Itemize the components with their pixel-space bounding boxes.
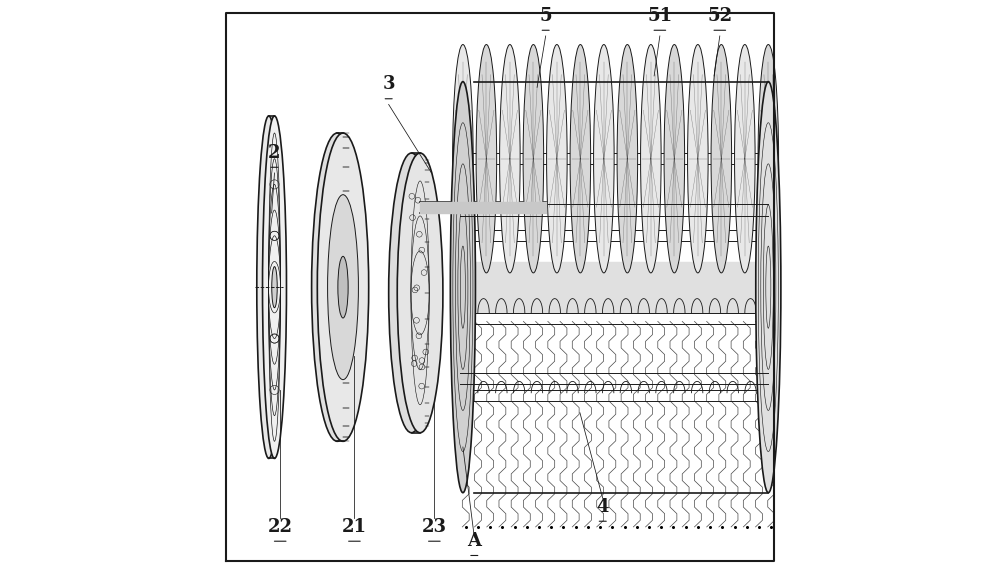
- Ellipse shape: [617, 45, 638, 273]
- Text: 23: 23: [422, 518, 447, 536]
- Ellipse shape: [711, 45, 732, 273]
- Text: 2: 2: [268, 144, 281, 161]
- Ellipse shape: [756, 82, 781, 492]
- Ellipse shape: [453, 45, 473, 273]
- Text: 5: 5: [539, 6, 552, 25]
- Ellipse shape: [500, 45, 520, 273]
- Ellipse shape: [317, 133, 369, 441]
- Ellipse shape: [257, 116, 281, 459]
- Ellipse shape: [389, 153, 434, 433]
- Text: 51: 51: [647, 6, 672, 25]
- Ellipse shape: [547, 45, 567, 273]
- Ellipse shape: [758, 45, 779, 273]
- Ellipse shape: [664, 45, 685, 273]
- Text: 3: 3: [382, 75, 395, 93]
- Ellipse shape: [312, 133, 363, 441]
- Ellipse shape: [397, 153, 443, 433]
- Text: 4: 4: [597, 498, 609, 515]
- Ellipse shape: [735, 45, 755, 273]
- Ellipse shape: [338, 257, 348, 318]
- Ellipse shape: [476, 45, 497, 273]
- Ellipse shape: [450, 82, 475, 492]
- Ellipse shape: [328, 195, 358, 379]
- Text: 21: 21: [342, 518, 367, 536]
- Ellipse shape: [688, 45, 708, 273]
- Ellipse shape: [523, 45, 544, 273]
- Ellipse shape: [641, 45, 661, 273]
- Ellipse shape: [263, 116, 286, 459]
- Text: A: A: [467, 532, 481, 550]
- Ellipse shape: [272, 266, 277, 308]
- Ellipse shape: [570, 45, 591, 273]
- Ellipse shape: [594, 45, 614, 273]
- Text: 22: 22: [268, 518, 293, 536]
- Text: 52: 52: [707, 6, 732, 25]
